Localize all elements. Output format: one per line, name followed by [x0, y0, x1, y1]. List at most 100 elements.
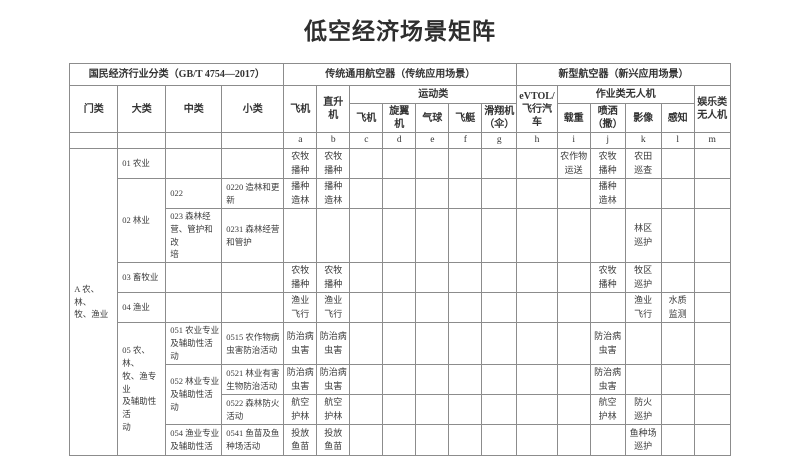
table-cell — [415, 292, 450, 323]
table-cell — [221, 148, 285, 179]
table-cell: 防治病 虫害 — [316, 364, 351, 395]
table-cell — [589, 208, 626, 263]
table-cell — [382, 178, 417, 209]
table-cell: 牧区 巡护 — [624, 262, 662, 293]
header-cell: k — [624, 132, 662, 149]
table-cell — [481, 148, 518, 179]
scenario-matrix-table: 国民经济行业分类（GB/T 4754—2017） 传统通用航空器（传统应用场景）新… — [69, 63, 731, 456]
table-cell — [481, 364, 518, 395]
header-cell — [117, 132, 167, 149]
table-cell — [415, 208, 450, 263]
table-cell: 0231 森林经营 和管护 — [221, 208, 285, 263]
table-cell — [382, 364, 417, 395]
table-cell: 投放 鱼苗 — [316, 424, 351, 456]
table-cell: 0515 农作物病 虫害防治活动 — [221, 322, 285, 365]
header-cell: 直升机 — [316, 85, 351, 133]
table-cell — [660, 148, 695, 179]
table-cell — [382, 148, 417, 179]
table-cell — [349, 424, 384, 456]
table-cell — [660, 424, 695, 456]
table-cell — [349, 322, 384, 365]
header-cell: d — [382, 132, 417, 149]
table-cell — [589, 424, 626, 456]
table-cell — [448, 322, 483, 365]
table-cell — [481, 262, 518, 293]
table-cell — [660, 208, 695, 263]
header-cell: j — [589, 132, 626, 149]
table-cell — [448, 178, 483, 209]
table-cell — [481, 424, 518, 456]
table-cell — [556, 394, 591, 425]
table-cell — [221, 292, 285, 323]
table-cell — [415, 394, 450, 425]
table-cell — [165, 292, 223, 323]
header-cell: g — [481, 132, 518, 149]
table-cell: 01 农业 — [117, 148, 167, 179]
table-cell — [481, 178, 518, 209]
table-cell — [221, 262, 285, 293]
table-cell: 渔业 飞行 — [283, 292, 318, 323]
table-cell — [660, 394, 695, 425]
table-cell: 渔业 飞行 — [624, 292, 662, 323]
table-cell: 农牧 播种 — [283, 148, 318, 179]
table-cell — [415, 148, 450, 179]
table-cell: 防治病 虫害 — [316, 322, 351, 365]
table-cell — [693, 148, 731, 179]
table-cell — [349, 364, 384, 395]
table-cell — [516, 178, 558, 209]
table-cell — [481, 208, 518, 263]
header-cell: 喷洒 （撒） — [589, 103, 626, 133]
table-cell — [516, 394, 558, 425]
table-row: 02 林业 022 0220 造林和更 新播种 造林 播种 造林 播种 造林 — [70, 178, 731, 263]
table-cell: 02 林业 — [117, 178, 167, 263]
table-cell — [448, 292, 483, 323]
table-cell — [660, 322, 695, 365]
header-cell: 小类 — [221, 85, 285, 133]
table-cell: 农牧 播种 — [589, 148, 626, 179]
table-cell: 023 森林经 营、管护和改 培 — [165, 208, 223, 263]
header-cell: b — [316, 132, 351, 149]
header-cell — [69, 132, 119, 149]
table-cell — [415, 322, 450, 365]
table-cell — [516, 364, 558, 395]
table-cell — [448, 148, 483, 179]
table-cell: 05 农、林、 牧、渔专业 及辅助性活 动 — [117, 322, 167, 456]
table-row: 03 畜牧业 农牧 播种 农牧 播种 农牧 播种 牧区 巡护 — [70, 262, 731, 293]
table-cell: 农牧 播种 — [283, 262, 318, 293]
table-row: 054 渔业专业 及辅助性活 0541 鱼苗及鱼 种场活动 投放 鱼苗 投放 鱼苗 鱼种… — [70, 424, 731, 456]
header-cell: 中类 — [165, 85, 223, 133]
table-cell — [349, 208, 384, 263]
header-cell — [221, 132, 285, 149]
table-cell: 0521 林业有害 生物防治活动 — [221, 364, 285, 395]
table-cell: 农作物 运送 — [556, 148, 591, 179]
table-cell — [516, 424, 558, 456]
table-cell — [516, 262, 558, 293]
header-cell: m — [693, 132, 731, 149]
header-row: 门类 大类 中类 小类 飞机 直升机 运动类 eVTOL/ 飞行汽 车作业类无人机 娱乐类 无人… — [69, 85, 731, 133]
table-cell — [382, 262, 417, 293]
table-cell — [693, 322, 731, 365]
header-cell: e — [415, 132, 450, 149]
page-title: 低空经济场景矩阵 — [304, 18, 496, 44]
header-cell: f — [448, 132, 483, 149]
header-cell: i — [556, 132, 591, 149]
table-cell: 渔业 飞行 — [316, 292, 351, 323]
table-cell — [556, 208, 591, 263]
header-cell: 旋翼机 — [382, 103, 417, 133]
table-cell: 航空 护林 — [589, 394, 626, 425]
table-cell — [693, 394, 731, 425]
table-cell: 农田 巡查 — [624, 148, 662, 179]
table-cell — [448, 364, 483, 395]
table-cell: 航空 护林 — [283, 394, 318, 425]
table-cell: 0522 森林防火 活动 — [221, 394, 285, 425]
table-cell — [349, 394, 384, 425]
header-row: 国民经济行业分类（GB/T 4754—2017） 传统通用航空器（传统应用场景）新… — [69, 63, 731, 86]
header-cell: 传统通用航空器（传统应用场景） — [283, 63, 518, 86]
header-cell: 飞机 — [283, 85, 318, 133]
table-cell: 03 畜牧业 — [117, 262, 167, 293]
table-cell — [693, 178, 731, 209]
table-cell — [283, 208, 318, 263]
table-cell — [693, 424, 731, 456]
